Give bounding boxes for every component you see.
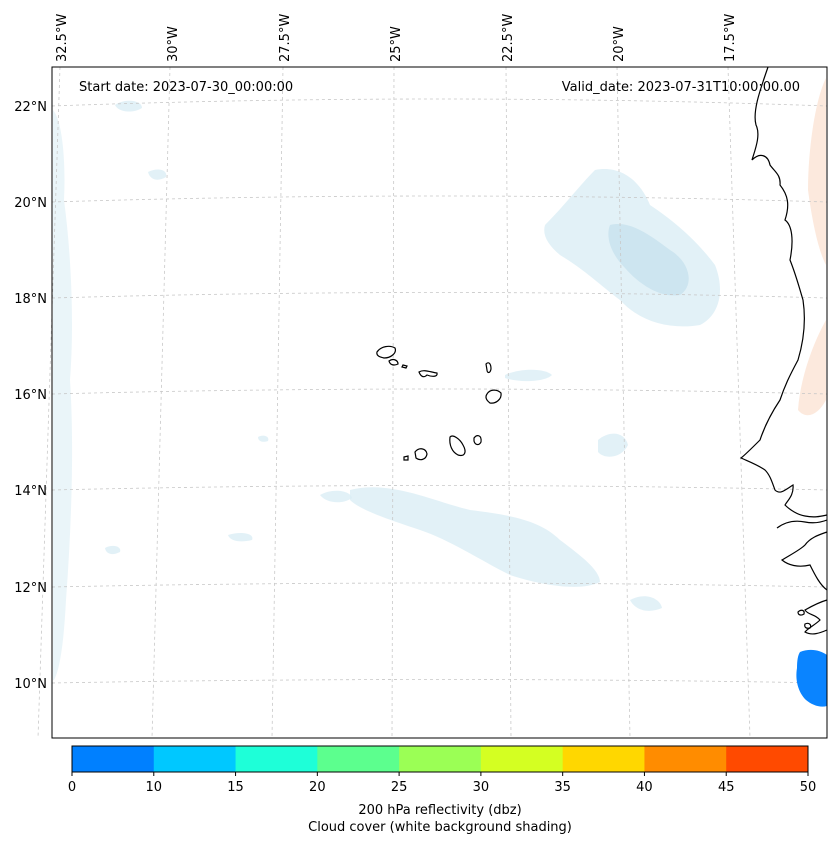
lon-label-20w: 20°W [612,26,627,62]
colorbar-segment [153,746,237,772]
island-sao-vicente [388,358,399,366]
colorbar-segments [72,746,809,772]
island-santiago [449,435,466,457]
island-sal [485,362,492,374]
colorbar-tick-label: 30 [473,780,490,795]
cloud-patch-small-9 [258,435,269,442]
meridian-17-5w [727,66,751,739]
lat-label-12n: 12°N [14,581,47,596]
parallel-22n [51,98,828,107]
colorbar-tick-label: 40 [636,780,653,795]
lon-label-30w: 30°W [166,26,181,62]
cloud-patch-west-edge [53,110,73,680]
colorbar-tick-label: 25 [391,780,408,795]
cloud-patch-south-band [350,487,600,587]
lat-label-22n: 22°N [14,100,47,115]
parallel-14n [51,485,828,491]
graticule [37,66,828,739]
cloud-patch-small-8 [228,532,253,542]
lon-label-22-5w: 22.5°W [501,14,516,62]
latitude-labels: 22°N 20°N 18°N 16°N 14°N 12°N 10°N [14,100,47,692]
coast-mauritania-senegal [739,66,828,518]
lat-label-14n: 14°N [14,484,47,499]
colorbar-tick-label: 10 [146,780,163,795]
coast-island-bijagos-1 [797,609,805,616]
warm-shading-layer [798,78,826,416]
cloud-patch-small-2 [598,433,628,457]
valid-date-label: Valid_date: 2023-07-31T10:00:00.00 [562,80,800,95]
lon-label-17-5w: 17.5°W [723,14,738,62]
colorbar-segment [399,746,482,772]
colorbar-border [71,745,809,773]
colorbar-tick-label: 50 [800,780,817,795]
coast-guinea-bissau [780,531,828,591]
colorbar-segment [480,746,564,772]
colorbar-tick-label: 20 [309,780,326,795]
colorbar-segment [644,746,727,772]
cloud-patch-small-7 [105,545,121,555]
colorbar-tick-label: 15 [227,780,244,795]
lon-label-27-5w: 27.5°W [278,14,293,62]
colorbar-tick-label: 45 [718,780,735,795]
colorbar-segment [726,746,809,772]
coast-gambia-inlet [776,519,828,529]
parallel-10n [51,679,828,684]
colorbar-tick-label: 0 [68,780,76,795]
map-border [51,66,828,739]
warm-patch-north [808,78,826,265]
island-brava [403,455,409,461]
coast-guinea [804,599,828,635]
parallel-20n [51,195,828,203]
cloud-patch-north-central-core [608,224,689,296]
colorbar-ticks: 0 10 15 20 25 30 35 40 45 50 [68,772,816,795]
island-santa-luzia [401,364,408,369]
meridian-32-5w [37,66,61,739]
lat-label-18n: 18°N [14,292,47,307]
colorbar: 0 10 15 20 25 30 35 40 45 50 200 hPa reflectivity… [68,745,816,835]
lat-label-16n: 16°N [14,388,47,403]
cloud-cover-layer [53,100,720,680]
parallel-12n [51,582,828,588]
lat-label-10n: 10°N [14,677,47,692]
cloud-patch-small-5 [320,490,352,503]
island-maio [473,435,482,446]
parallel-18n [51,292,828,299]
island-boa-vista [485,389,502,404]
colorbar-segment [562,746,645,772]
island-sao-nicolau [418,370,438,378]
colorbar-segment [235,746,318,772]
cloud-patch-small-3 [148,169,167,180]
lat-label-20n: 20°N [14,196,47,211]
coast-island-bijagos-2 [804,622,812,629]
reflectivity-patch [796,649,827,707]
meridian-20w [616,66,631,739]
map-frame [51,66,828,739]
longitude-labels: 32.5°W 30°W 27.5°W 25°W 22.5°W 20°W 17.5… [55,14,738,62]
cloud-patch-small-6 [630,596,662,611]
cape-verde-islands [376,345,502,461]
colorbar-segment [72,746,155,772]
colorbar-label-line1: 200 hPa reflectivity (dbz) [358,803,521,818]
colorbar-label-line2: Cloud cover (white background shading) [308,820,572,835]
warm-patch-mid [798,320,826,416]
meridian-25w [391,66,395,739]
island-santo-antao [376,345,396,359]
meridian-22-5w [505,66,512,739]
cloud-patch-small-4 [115,100,142,112]
colorbar-segment [317,746,400,772]
island-fogo [414,448,428,461]
colorbar-tick-label: 35 [554,780,571,795]
meridian-30w [151,66,171,739]
start-date-label: Start date: 2023-07-30_00:00:00 [79,80,293,95]
meridian-27-5w [271,66,284,739]
lon-label-32-5w: 32.5°W [55,14,70,62]
parallel-16n [51,388,828,395]
cloud-patch-small-1 [505,369,552,382]
lon-label-25w: 25°W [389,26,404,62]
